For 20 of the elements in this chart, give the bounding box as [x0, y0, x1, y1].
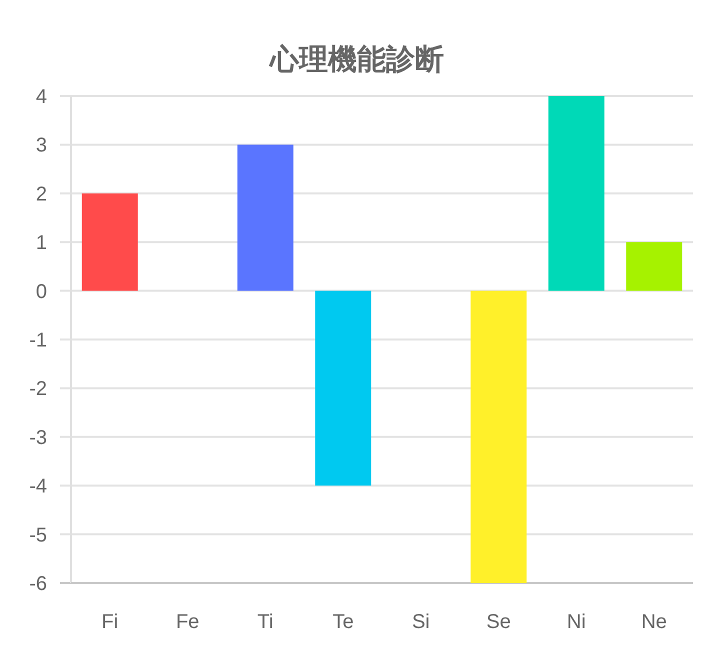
y-tick-label: 3	[36, 134, 47, 157]
y-tick-label: 4	[36, 86, 47, 108]
y-tick-label: -2	[29, 378, 47, 400]
y-tick-label: -5	[29, 524, 47, 546]
x-tick-label: Ni	[566, 611, 586, 633]
y-tick-label: -3	[29, 426, 47, 449]
y-tick-label: 0	[36, 280, 47, 303]
y-tick-label: -1	[29, 330, 47, 352]
y-tick-label: 2	[36, 183, 47, 206]
y-tick-label: -6	[29, 573, 47, 595]
chart-title: 心理機能診断	[268, 42, 444, 76]
x-tick-label: Ti	[257, 611, 274, 633]
x-tick-label: Fe	[176, 611, 200, 633]
x-tick-label: Fi	[102, 611, 118, 633]
y-tick-label: 1	[36, 232, 47, 254]
x-tick-label: Si	[412, 611, 430, 633]
x-tick-label: Se	[486, 611, 511, 633]
y-tick-label: -4	[29, 476, 47, 498]
x-tick-label: Ne	[641, 611, 667, 633]
x-tick-label: Te	[332, 611, 354, 633]
